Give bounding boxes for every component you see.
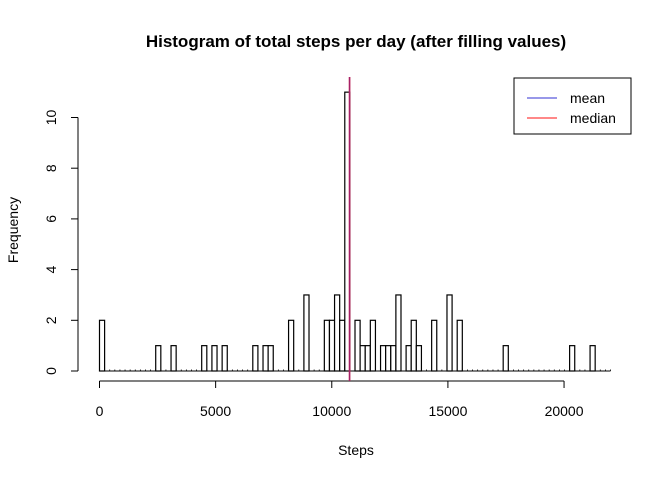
histogram-bar: [170, 345, 177, 372]
y-tick-label: 6: [43, 215, 59, 223]
histogram-bar: [369, 319, 377, 372]
x-tick-label: 10000: [312, 403, 351, 419]
histogram-bar: [379, 345, 387, 372]
histogram-bar: [303, 294, 310, 372]
y-tick-label: 8: [43, 164, 59, 172]
y-tick-label: 0: [43, 367, 59, 375]
histogram-bar: [405, 345, 412, 372]
y-tick-label: 2: [43, 316, 59, 324]
histogram-bars: [98, 91, 596, 372]
histogram-bar: [354, 319, 361, 372]
histogram-bar: [262, 345, 269, 372]
histogram-bar: [589, 345, 596, 372]
histogram-bar: [98, 319, 106, 372]
histogram-bar: [502, 345, 509, 372]
histogram-bar: [328, 319, 336, 372]
x-axis: 0 5000 10000 15000 20000: [96, 380, 584, 419]
histogram-bar: [211, 345, 218, 372]
histogram-bar: [410, 319, 417, 372]
histogram-bar: [323, 319, 331, 372]
legend-label-median: median: [570, 110, 616, 126]
x-tick-label: 20000: [545, 403, 584, 419]
histogram-bar: [385, 345, 392, 372]
x-tick-label: 0: [96, 403, 104, 419]
histogram-bar: [415, 345, 423, 372]
histogram-bar: [155, 345, 162, 372]
y-axis: 0 2 4 6 8 10: [43, 110, 79, 375]
x-tick-label: 15000: [428, 403, 467, 419]
histogram-bar: [569, 345, 576, 372]
histogram-bar: [333, 294, 341, 372]
histogram-bar: [390, 345, 397, 372]
chart-title: Histogram of total steps per day (after …: [146, 32, 566, 51]
histogram-bar: [339, 319, 346, 372]
histogram-bar: [359, 345, 366, 372]
histogram-bar: [201, 345, 208, 372]
legend-box: [513, 77, 632, 135]
y-axis-label: Frequency: [5, 197, 21, 263]
histogram-bar: [287, 319, 295, 372]
y-tick-label: 10: [43, 110, 59, 126]
histogram-bar: [431, 319, 438, 372]
histogram-bar: [221, 345, 228, 372]
legend-label-mean: mean: [570, 90, 605, 106]
y-tick-label: 4: [43, 265, 59, 273]
histogram-bar: [395, 294, 402, 372]
x-axis-label: Steps: [338, 442, 374, 458]
histogram-bar: [267, 345, 274, 372]
legend: mean median: [513, 77, 632, 135]
histogram-bar: [446, 294, 453, 372]
histogram-bar: [364, 345, 371, 372]
histogram-bar: [252, 345, 259, 372]
histogram-bar: [456, 319, 463, 372]
x-tick-label: 5000: [200, 403, 231, 419]
